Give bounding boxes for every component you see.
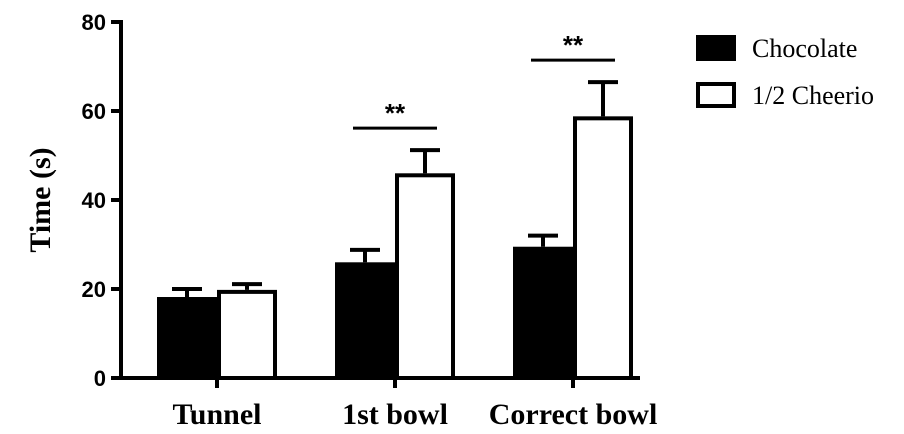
legend: Chocolate 1/2 Cheerio xyxy=(696,34,874,110)
bar-chocolate-0 xyxy=(157,297,217,381)
significance-label-0: ** xyxy=(385,98,406,128)
bar-cheerio-2 xyxy=(573,116,633,380)
bar-cheerio-1 xyxy=(395,173,455,380)
bars-layer xyxy=(157,80,633,381)
legend-label-cheerio: 1/2 Cheerio xyxy=(752,81,874,110)
axes-layer xyxy=(111,20,640,388)
bar-chocolate-1 xyxy=(335,262,395,380)
y-axis-label: Time (s) xyxy=(24,147,57,252)
labels-layer: 0 20 40 60 80 Tunnel 1st bowl Correct bowl Time … xyxy=(24,10,657,431)
x-tick-label-2: Correct bowl xyxy=(489,398,658,431)
bar-cheerio-0 xyxy=(217,289,277,381)
y-tick-label-0: 0 xyxy=(94,366,106,391)
x-tick-label-0: Tunnel xyxy=(173,398,262,431)
y-tick-label-60: 60 xyxy=(82,99,106,124)
y-tick-label-40: 40 xyxy=(82,188,106,213)
x-tick-label-1: 1st bowl xyxy=(342,398,448,431)
legend-label-chocolate: Chocolate xyxy=(752,34,857,63)
legend-swatch-chocolate xyxy=(696,35,736,61)
y-tick-label-20: 20 xyxy=(82,277,106,302)
bar-chocolate-2 xyxy=(513,246,573,380)
significance-label-1: ** xyxy=(563,30,584,60)
y-tick-label-80: 80 xyxy=(82,10,106,35)
legend-swatch-cheerio xyxy=(696,82,736,108)
